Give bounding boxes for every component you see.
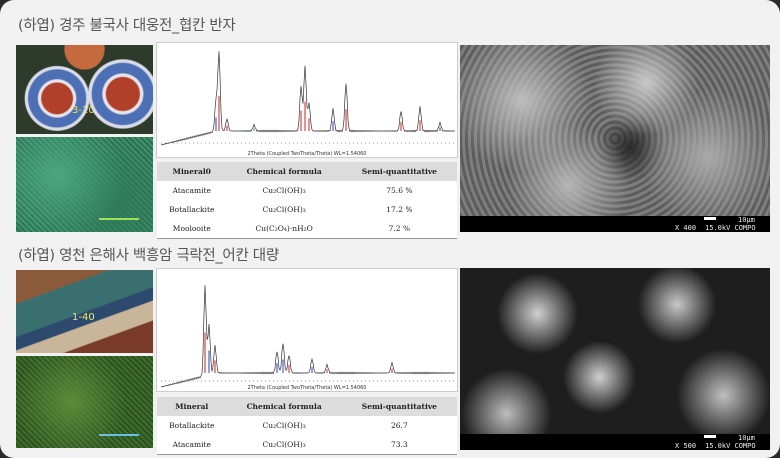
sem-conditions: 15.0kV COMPO [705,224,756,232]
photo-label: 3-10 [72,105,95,116]
sem-magnification: X 400 [675,224,697,232]
sem-conditions: 15.0kV COMPO [705,442,756,450]
xrd-trace [161,51,456,146]
sem-scale-bar [704,217,716,220]
mineral-table: Mineral0 Chemical formula Semi-quantitat… [157,162,457,239]
mineral: Atacamite [172,186,211,195]
header-semi-quant: Semi-quantitative [341,397,457,416]
table-row: Moolooite Cu(C₂O₄)·nH₂O 7.2 % [157,219,457,239]
header-semi-quant: Semi-quantitative [341,162,457,181]
quantity: 73.3 [341,435,457,455]
scale-bar [99,218,139,220]
xrd-plot [161,51,456,146]
header-mineral: Mineral [157,397,227,416]
sem-scale: 10μm [738,434,755,442]
table-header: Mineral Chemical formula Semi-quantitati… [157,397,457,416]
formula: Cu₂Cl(OH)₃ [226,435,342,455]
table-row: Atacamite Cu₂Cl(OH)₃ 75.6 % [157,181,457,200]
xrd-trace [161,285,456,388]
sem-magnification: X 500 [675,442,697,450]
xrd-plot [161,285,456,388]
mineral: Botallackite [169,205,215,214]
xrd-pattern: 2Theta (Coupled TwoTheta/Theta) WL=1.540… [156,268,458,392]
quantity: 17.2 % [386,205,413,214]
formula: Cu₂Cl(OH)₃ [262,205,306,214]
photo-label: 1-40 [72,312,95,323]
microscope-photo [16,137,153,232]
sem-info-bar: 10μm X 500 15.0kV COMPO [460,434,770,450]
formula: Cu₂Cl(OH)₃ [262,186,306,195]
xrd-axis-label: 2Theta (Coupled TwoTheta/Theta) WL=1.540… [247,151,367,157]
sem-image: 10μm X 400 15.0kV COMPO [460,45,770,232]
microscope-photo [16,356,153,448]
quantity: 26.7 [391,421,408,430]
scale-bar [99,434,139,436]
table-header: Mineral0 Chemical formula Semi-quantitat… [157,162,457,181]
header-mineral: Mineral0 [157,162,227,181]
quantity: 7.2 % [341,219,457,239]
table-row: Atacamite Cu₂Cl(OH)₃ 73.3 [157,435,457,455]
formula: Cu(C₂O₄)·nH₂O [226,219,342,239]
mineral: Botallackite [169,421,215,430]
header-formula: Chemical formula [226,397,342,416]
header-formula: Chemical formula [226,162,342,181]
sem-scale-bar [704,435,716,438]
section-title: (하엽) 경주 불국사 대웅전_협칸 반자 [18,18,236,34]
mineral-table: Mineral Chemical formula Semi-quantitati… [157,397,457,455]
xrd-pattern: 2Theta (Coupled TwoTheta/Theta) WL=1.540… [156,42,458,158]
mural-photo: 1-40 [16,270,153,353]
sem-scale: 10μm [738,216,755,224]
table-row: Botallackite Cu₂Cl(OH)₃ 17.2 % [157,200,457,219]
formula: Cu₂Cl(OH)₃ [262,421,306,430]
table-row: Botallackite Cu₂Cl(OH)₃ 26.7 [157,416,457,435]
mural-photo: 3-10 [16,45,153,134]
sem-info-bar: 10μm X 400 15.0kV COMPO [460,216,770,232]
quantity: 75.6 % [386,186,413,195]
section-title: (하엽) 영천 은해사 백흥암 극락전_어칸 대량 [18,248,279,264]
mineral: Atacamite [157,435,227,455]
mineral: Moolooite [157,219,227,239]
xrd-axis-label: 2Theta (Coupled TwoTheta/Theta) WL=1.540… [247,385,367,391]
sem-image: 10μm X 500 15.0kV COMPO [460,268,770,450]
